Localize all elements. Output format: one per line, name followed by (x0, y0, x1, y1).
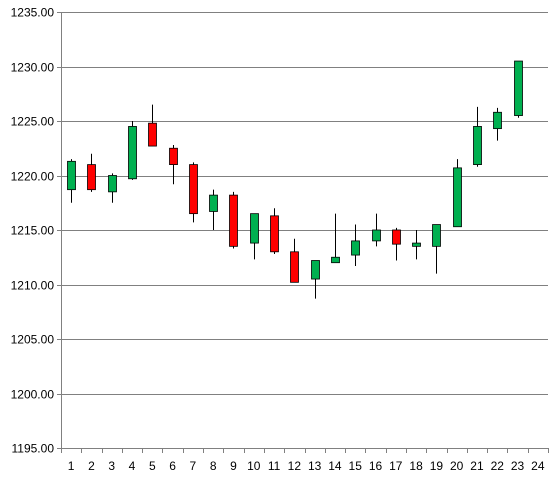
candle-body-down (229, 194, 238, 247)
candle-22 (493, 107, 502, 141)
candle-6 (169, 144, 178, 185)
x-tick-label: 5 (149, 459, 156, 473)
candle-13 (311, 260, 320, 299)
axes (57, 12, 549, 453)
candle-20 (453, 159, 462, 228)
candle-10 (250, 213, 259, 260)
candle-body-up (128, 126, 137, 180)
x-tick-label: 8 (210, 459, 217, 473)
y-tick-label: 1210.00 (11, 279, 55, 293)
candle-body-down (148, 122, 157, 147)
y-tick-label: 1220.00 (11, 170, 55, 184)
x-axis-tick-labels: 1 2 3 4 5 6 7 8 9 10 11 12 13 14 15 16 17 18 19 20 21 22 23 24 (68, 459, 545, 473)
candle-body-up (412, 242, 421, 247)
y-tick-label: 1235.00 (11, 6, 55, 20)
candle-1 (67, 159, 76, 203)
candle-body-up (453, 167, 462, 228)
x-tick-label: 21 (470, 459, 484, 473)
x-tick-label: 12 (288, 459, 302, 473)
x-tick-label: 4 (129, 459, 136, 473)
candle-body-down (189, 164, 198, 215)
candle-body-down (290, 251, 299, 283)
candles (67, 60, 523, 299)
candle-3 (108, 173, 117, 203)
x-tick-label: 6 (169, 459, 176, 473)
candle-2 (87, 153, 96, 192)
x-tick-label: 7 (190, 459, 197, 473)
candle-7 (189, 162, 198, 223)
candle-body-up (67, 160, 76, 191)
x-tick-label: 13 (308, 459, 322, 473)
candle-16 (372, 213, 381, 247)
candle-11 (270, 208, 279, 254)
candle-12 (290, 238, 299, 283)
candle-body-down (169, 147, 178, 166)
candle-body-up (473, 126, 482, 165)
candle-body-down (87, 164, 96, 191)
candle-body-up (514, 60, 523, 116)
candle-9 (229, 191, 238, 249)
x-tick-label: 16 (369, 459, 383, 473)
x-tick-label: 17 (389, 459, 403, 473)
candle-body-up (493, 111, 502, 130)
y-tick-label: 1215.00 (11, 224, 55, 238)
y-tick-label: 1200.00 (11, 388, 55, 402)
candle-8 (209, 189, 218, 230)
x-tick-label: 19 (430, 459, 444, 473)
x-tick-label: 10 (247, 459, 261, 473)
candle-body-up (372, 229, 381, 242)
candle-17 (392, 227, 401, 261)
y-tick-label: 1195.00 (12, 442, 55, 456)
candle-19 (432, 224, 441, 274)
candle-15 (351, 224, 360, 266)
x-tick-label: 11 (268, 459, 281, 473)
gridlines (61, 12, 548, 449)
candle-23 (514, 60, 523, 118)
x-tick-label: 22 (491, 459, 505, 473)
x-tick-label: 2 (88, 459, 95, 473)
x-tick-label: 3 (108, 459, 115, 473)
y-axis-tick-labels: 1195.00 1200.00 1205.00 1210.00 1215.00 1220.… (11, 6, 55, 456)
x-tick-label: 23 (511, 459, 525, 473)
candle-4 (128, 121, 137, 180)
candle-body-up (250, 213, 259, 244)
candle-body-up (351, 240, 360, 256)
x-tick-label: 15 (349, 459, 363, 473)
candle-14 (331, 213, 340, 264)
y-tick-label: 1225.00 (11, 115, 55, 129)
candle-body-up (311, 260, 320, 280)
candle-body-up (432, 224, 441, 247)
y-tick-label: 1230.00 (11, 61, 55, 75)
y-tick-label: 1205.00 (11, 333, 55, 347)
candle-body-up (108, 175, 117, 193)
candle-body-up (209, 194, 218, 212)
x-tick-label: 14 (328, 459, 342, 473)
candle-21 (473, 106, 482, 167)
x-tick-label: 18 (409, 459, 423, 473)
candle-body-down (270, 215, 279, 253)
x-tick-label: 1 (68, 459, 75, 473)
candle-body-up (331, 256, 340, 264)
candle-18 (412, 230, 421, 260)
candle-body-down (392, 229, 401, 245)
candle-5 (148, 104, 157, 147)
x-tick-label: 9 (230, 459, 237, 473)
x-tick-label: 20 (450, 459, 464, 473)
x-tick-label: 24 (531, 459, 545, 473)
